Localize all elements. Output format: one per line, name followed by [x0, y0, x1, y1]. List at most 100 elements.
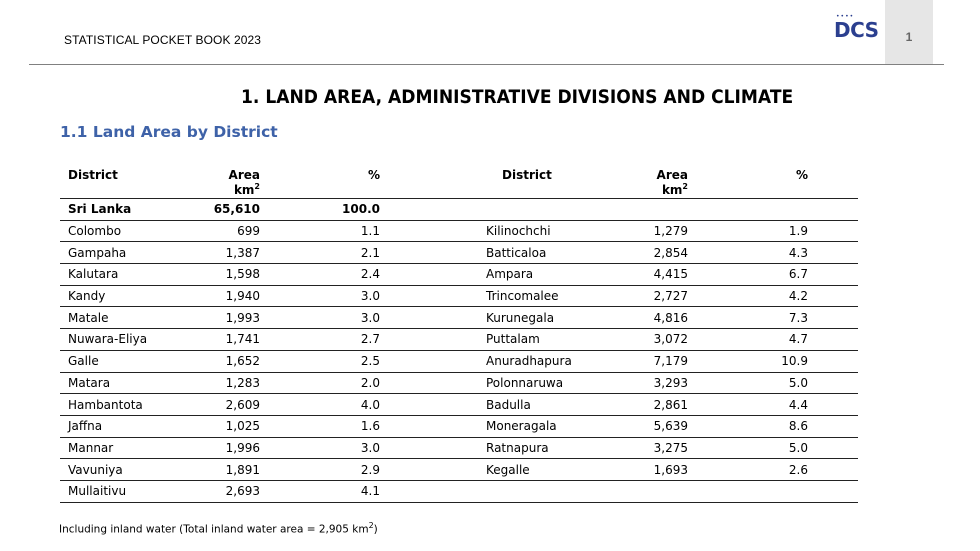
district-cell-left: Nuwara-Eliya — [60, 328, 180, 351]
area-cell-right: 2,861 — [608, 393, 696, 416]
area-cell-right: 2,854 — [608, 241, 696, 265]
area-cell-left: 2,609 — [180, 393, 268, 416]
tail-cell — [816, 415, 858, 438]
percent-cell-left: 100.0 — [268, 198, 388, 221]
dcs-logo: •••• DCS — [834, 13, 879, 43]
district-cell-right: Anuradhapura — [478, 350, 608, 373]
area-cell-right: 1,693 — [608, 458, 696, 481]
district-cell-right: Badulla — [478, 393, 608, 416]
area-cell-right: 1,279 — [608, 220, 696, 243]
header-district-left: District — [60, 166, 180, 199]
land-area-table: District Area km2 % District Area km2 % … — [60, 166, 858, 503]
area-cell-left: 1,993 — [180, 306, 268, 330]
percent-cell-right — [696, 480, 816, 503]
spacer-cell — [388, 198, 478, 221]
percent-cell-left: 2.4 — [268, 263, 388, 286]
percent-cell-right — [696, 198, 816, 221]
tail-cell — [816, 220, 858, 243]
percent-cell-right: 5.0 — [696, 437, 816, 460]
table-row: Kandy 1,940 3.0 Trincomalee 2,727 4.2 — [60, 285, 858, 308]
percent-cell-right: 4.3 — [696, 241, 816, 265]
spacer-cell — [388, 220, 478, 243]
area-cell-right — [608, 198, 696, 221]
area-cell-left: 1,598 — [180, 263, 268, 286]
percent-cell-right: 5.0 — [696, 372, 816, 395]
logo-text: DCS — [834, 18, 879, 42]
area-cell-left: 699 — [180, 220, 268, 243]
spacer-cell — [388, 415, 478, 438]
logo-dots-icon: •••• — [836, 13, 855, 20]
district-cell-left: Mullaitivu — [60, 480, 180, 503]
percent-cell-right: 7.3 — [696, 306, 816, 330]
area-cell-left: 1,940 — [180, 285, 268, 308]
table-row: Gampaha 1,387 2.1 Batticaloa 2,854 4.3 — [60, 241, 858, 265]
header-area-label: Area — [228, 168, 260, 182]
tail-cell — [816, 198, 858, 221]
table-row: Sri Lanka 65,610 100.0 — [60, 198, 858, 221]
section-title: 1.1 Land Area by District — [60, 123, 278, 141]
area-cell-left: 1,025 — [180, 415, 268, 438]
percent-cell-left: 2.7 — [268, 328, 388, 351]
percent-cell-left: 2.9 — [268, 458, 388, 481]
chapter-title: 1. LAND AREA, ADMINISTRATIVE DIVISIONS A… — [241, 86, 794, 108]
district-cell-left: Gampaha — [60, 241, 180, 265]
area-cell-left: 1,387 — [180, 241, 268, 265]
district-cell-left: Mannar — [60, 437, 180, 460]
spacer-cell — [388, 285, 478, 308]
percent-cell-left: 4.0 — [268, 393, 388, 416]
table-row: Hambantota 2,609 4.0 Badulla 2,861 4.4 — [60, 393, 858, 416]
district-cell-right: Kilinochchi — [478, 220, 608, 243]
table-row: Mannar 1,996 3.0 Ratnapura 3,275 5.0 — [60, 437, 858, 460]
district-cell-left: Matara — [60, 372, 180, 395]
table-header-row: District Area km2 % District Area km2 % — [60, 166, 858, 199]
header-area-unit-sup: 2 — [254, 182, 260, 191]
percent-cell-left: 2.5 — [268, 350, 388, 373]
area-cell-right: 3,275 — [608, 437, 696, 460]
district-cell-left: Kalutara — [60, 263, 180, 286]
table-row: Vavuniya 1,891 2.9 Kegalle 1,693 2.6 — [60, 458, 858, 481]
district-cell-left: Hambantota — [60, 393, 180, 416]
footnote-text: Including inland water (Total inland wat… — [59, 523, 369, 536]
footnote-sup: 2 — [368, 521, 374, 530]
header-area-unit: km — [233, 183, 255, 197]
area-cell-right: 7,179 — [608, 350, 696, 373]
header-percent-left: % — [268, 166, 388, 199]
percent-cell-left: 3.0 — [268, 285, 388, 308]
tail-cell — [816, 393, 858, 416]
table-row: Mullaitivu 2,693 4.1 — [60, 480, 858, 503]
district-cell-right: Kurunegala — [478, 306, 608, 330]
percent-cell-right: 4.7 — [696, 328, 816, 351]
area-cell-right — [608, 480, 696, 503]
tail-cell — [816, 480, 858, 503]
area-cell-right: 4,816 — [608, 306, 696, 330]
percent-cell-right: 1.9 — [696, 220, 816, 243]
spacer-cell — [388, 263, 478, 286]
spacer-cell — [388, 437, 478, 460]
area-cell-left: 1,652 — [180, 350, 268, 373]
spacer-cell — [388, 458, 478, 481]
header-spacer — [388, 166, 478, 199]
tail-cell — [816, 263, 858, 286]
tail-cell — [816, 328, 858, 351]
district-cell-left: Vavuniya — [60, 458, 180, 481]
district-cell-right — [478, 198, 608, 221]
percent-cell-left: 1.1 — [268, 220, 388, 243]
spacer-cell — [388, 350, 478, 373]
percent-cell-right: 6.7 — [696, 263, 816, 286]
district-cell-right: Polonnaruwa — [478, 372, 608, 395]
percent-cell-left: 2.1 — [268, 241, 388, 265]
area-cell-left: 1,283 — [180, 372, 268, 395]
district-cell-right: Batticaloa — [478, 241, 608, 265]
tail-cell — [816, 241, 858, 265]
percent-cell-left: 3.0 — [268, 437, 388, 460]
table-row: Matara 1,283 2.0 Polonnaruwa 3,293 5.0 — [60, 372, 858, 395]
area-cell-left: 65,610 — [180, 198, 268, 221]
area-cell-left: 1,741 — [180, 328, 268, 351]
tail-cell — [816, 437, 858, 460]
header-district-right-label: District — [502, 168, 552, 182]
area-cell-right: 2,727 — [608, 285, 696, 308]
page-number-box: 1 — [885, 0, 933, 64]
table-row: Colombo 699 1.1 Kilinochchi 1,279 1.9 — [60, 220, 858, 243]
spacer-cell — [388, 393, 478, 416]
header-area-right: Area km2 — [608, 166, 696, 199]
